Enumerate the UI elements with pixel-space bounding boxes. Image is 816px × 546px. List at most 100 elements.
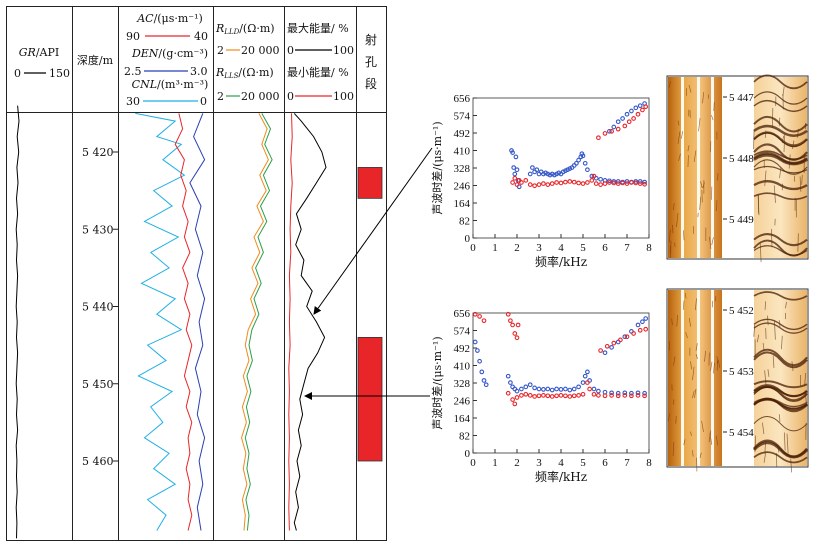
data-point-red: [611, 180, 617, 186]
borehole-image-lower: 5 452 5 453 5 454: [666, 288, 809, 473]
texture-streak: [685, 332, 688, 339]
image-depth-label: 5 454: [729, 427, 754, 439]
fracture-trace: [753, 115, 808, 133]
x-tick-label: 7: [624, 242, 630, 254]
perf-title-1: 射: [365, 32, 377, 47]
x-tick-label: 1: [492, 457, 498, 469]
data-point-red: [512, 331, 518, 336]
fracture-trace: [753, 397, 808, 408]
y-tick-label: 0: [465, 448, 471, 460]
texture-streak: [788, 154, 791, 169]
den-min: 2.5: [124, 65, 142, 78]
data-point-red: [545, 182, 551, 187]
arrows: [304, 147, 433, 400]
data-point-red: [508, 318, 513, 324]
log-frame: [6, 6, 387, 541]
data-point-blue: [510, 150, 515, 155]
data-point-red: [609, 393, 614, 398]
image-depth-label: 5 449: [729, 214, 754, 226]
data-point-blue: [643, 316, 649, 321]
y-tick-label: 656: [454, 308, 471, 320]
data-point-blue: [558, 387, 564, 392]
x-axis-label: 频率/kHz: [535, 254, 587, 269]
data-point-red: [580, 181, 586, 186]
data-point-blue: [523, 384, 529, 390]
emax-curve: [293, 113, 327, 531]
data-point-red: [549, 394, 555, 399]
data-point-red: [635, 111, 641, 117]
fracture-trace: [753, 159, 808, 175]
data-point-blue: [511, 165, 517, 170]
texture-streak: [668, 229, 671, 242]
fracture-trace: [753, 153, 808, 166]
data-point-blue: [483, 382, 489, 388]
data-point-blue: [582, 373, 588, 379]
x-tick-label: 8: [646, 242, 652, 254]
rlls-max: 20 000: [241, 90, 280, 103]
data-point-red: [505, 390, 511, 396]
texture-streak: [693, 150, 697, 162]
texture-streak: [680, 131, 684, 139]
data-point-red: [512, 175, 518, 181]
y-tick-label: 0: [465, 233, 471, 245]
data-point-blue: [580, 153, 586, 159]
data-point-blue: [567, 387, 573, 393]
den-curve: [189, 113, 206, 531]
fracture-trace: [753, 439, 808, 458]
rlls-min: 2: [217, 90, 224, 103]
rlld-min: 2: [217, 44, 224, 57]
texture-streak: [676, 212, 679, 227]
cnl-max: 0: [200, 95, 207, 108]
y-tick-label: 574: [454, 326, 471, 338]
data-point-red: [514, 182, 520, 187]
texture-streak: [754, 435, 757, 452]
texture-streak: [785, 301, 787, 309]
texture-streak: [699, 452, 702, 458]
data-point-blue: [580, 380, 586, 385]
gr-title: GR/API: [19, 46, 59, 59]
data-point-red: [633, 180, 639, 186]
data-point-red: [615, 126, 621, 132]
fracture-trace: [753, 99, 808, 113]
data-point-red: [589, 178, 595, 183]
perf-title-2: 孔: [365, 55, 377, 69]
x-axis-label: 频率/kHz: [535, 469, 587, 484]
x-tick-label: 0: [470, 457, 476, 469]
data-point-blue: [477, 358, 482, 364]
texture-streak: [667, 413, 671, 422]
texture-streak: [704, 350, 706, 362]
emin-curve: [288, 113, 293, 531]
texture-streak: [764, 370, 767, 386]
data-point-red: [622, 393, 628, 398]
data-point-red: [598, 182, 603, 187]
texture-streak: [692, 390, 695, 399]
rlld-max: 20 000: [241, 44, 280, 57]
texture-streak: [763, 453, 766, 463]
data-point-blue: [508, 380, 513, 385]
x-tick-label: 6: [602, 457, 608, 469]
data-point-red: [607, 180, 612, 185]
data-point-blue: [624, 179, 630, 184]
texture-streak: [762, 422, 765, 435]
texture-streak: [770, 228, 773, 248]
dispersion-plot-lower: 0 82 164 246 328 410 492 574 656 0 1 2 3 4 5 6 7 8 频率/kHz 声…: [430, 308, 652, 484]
texture-streak: [779, 167, 782, 179]
data-point-red: [640, 107, 645, 113]
y-tick-label: 82: [459, 216, 470, 228]
data-point-blue: [598, 176, 603, 182]
data-point-red: [515, 322, 521, 328]
data-point-red: [604, 343, 610, 349]
data-point-red: [643, 326, 649, 332]
y-tick-label: 82: [459, 431, 470, 443]
texture-streak: [695, 343, 698, 351]
y-tick-label: 656: [454, 93, 471, 105]
depth-ticks: 5 420 5 430 5 440 5 450 5 460: [82, 146, 118, 468]
pad-gap: [681, 290, 684, 466]
data-point-red: [571, 179, 577, 185]
data-point-blue: [642, 179, 647, 185]
data-point-blue: [554, 386, 559, 392]
texture-streak: [783, 133, 786, 153]
x-tick-label: 3: [536, 457, 542, 469]
data-point-red: [596, 393, 601, 398]
